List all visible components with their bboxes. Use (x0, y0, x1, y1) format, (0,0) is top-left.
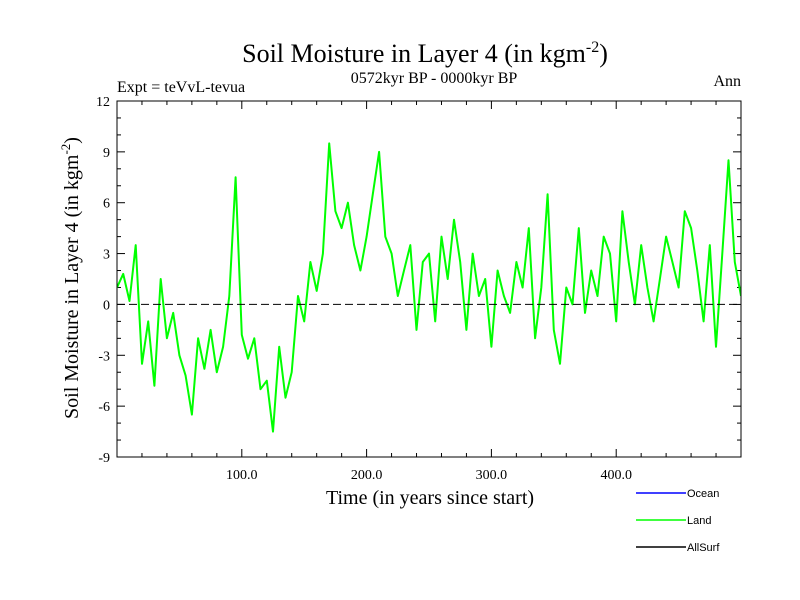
y-tick-label-4: 3 (103, 248, 110, 263)
line-chart: Soil Moisture in Layer 4 (in kgm-2) Expt… (0, 0, 800, 600)
legend: Ocean Land AllSurf (636, 488, 720, 554)
y-axis-label-superscript: -2 (58, 144, 73, 155)
y-axis-tick-labels: -9 -6 -3 0 3 6 9 12 (96, 95, 110, 466)
y-tick-label-3: 0 (103, 298, 110, 313)
legend-label-allsurf: AllSurf (687, 542, 720, 554)
x-axis-tick-labels: 100.0 200.0 300.0 400.0 (226, 468, 632, 483)
time-range-label: 0572kyr BP - 0000kyr BP (351, 70, 518, 87)
x-tick-label-1: 200.0 (351, 468, 383, 483)
x-tick-label-2: 300.0 (476, 468, 508, 483)
x-axis-label: Time (in years since start) (326, 487, 534, 509)
y-tick-label-0: -9 (98, 451, 110, 466)
season-label: Ann (713, 73, 741, 90)
y-axis-label: Soil Moisture in Layer 4 (in kgm-2) (58, 137, 83, 419)
y-tick-label-7: 12 (96, 95, 110, 110)
y-tick-label-1: -6 (98, 400, 110, 415)
y-tick-label-2: -3 (98, 349, 110, 364)
chart-title-superscript: -2 (586, 39, 599, 56)
legend-label-land: Land (687, 515, 711, 527)
series-land-line (117, 143, 741, 431)
chart-title: Soil Moisture in Layer 4 (in kgm-2) (242, 39, 608, 68)
experiment-label: Expt = teVvL-tevua (117, 79, 245, 96)
plot-frame (117, 101, 741, 457)
legend-label-ocean: Ocean (687, 488, 719, 500)
y-tick-label-5: 6 (103, 197, 110, 212)
y-tick-label-6: 9 (103, 146, 110, 161)
x-tick-label-0: 100.0 (226, 468, 258, 483)
x-axis-ticks (142, 101, 716, 457)
x-tick-label-3: 400.0 (600, 468, 632, 483)
y-axis-ticks (117, 101, 741, 457)
